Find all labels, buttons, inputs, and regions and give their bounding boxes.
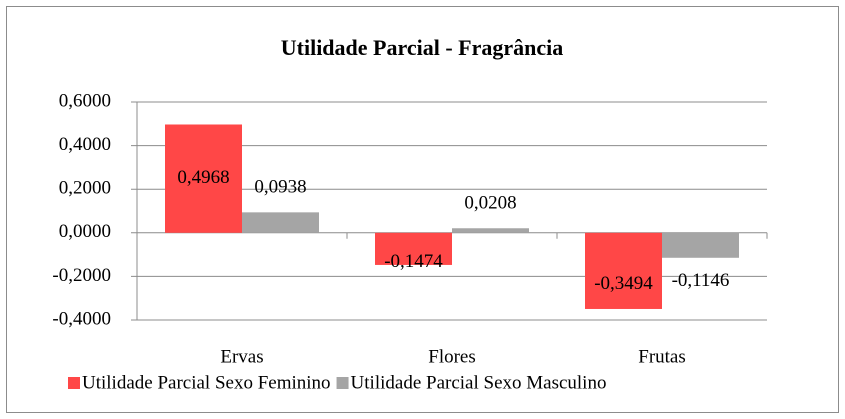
data-label: 0,0938 bbox=[254, 177, 306, 198]
x-tick-label: Flores bbox=[428, 346, 476, 367]
data-label: -0,1474 bbox=[384, 251, 443, 272]
y-tick-label: 0,6000 bbox=[59, 90, 111, 111]
data-label: -0,3494 bbox=[594, 273, 653, 294]
y-tick-label: 0,2000 bbox=[59, 178, 111, 199]
x-tick-label: Ervas bbox=[220, 346, 263, 367]
bar bbox=[165, 124, 242, 233]
legend-label: Utilidade Parcial Sexo Masculino bbox=[351, 372, 607, 393]
y-tick-label: 0,4000 bbox=[59, 134, 111, 155]
bar bbox=[662, 232, 739, 258]
bar bbox=[452, 228, 529, 233]
data-label: 0,4968 bbox=[177, 167, 229, 188]
y-tick-label: -0,2000 bbox=[52, 265, 111, 286]
legend-label: Utilidade Parcial Sexo Feminino bbox=[82, 372, 331, 393]
y-tick-label: 0,0000 bbox=[59, 221, 111, 242]
bar bbox=[375, 232, 452, 265]
legend-swatch bbox=[336, 377, 349, 389]
y-tick-label: -0,4000 bbox=[52, 308, 111, 329]
x-tick-label: Frutas bbox=[638, 346, 686, 367]
legend-swatch bbox=[68, 377, 80, 389]
bar bbox=[585, 232, 662, 309]
chart-title: Utilidade Parcial - Fragrância bbox=[281, 35, 564, 60]
chart-border bbox=[6, 6, 839, 413]
bar bbox=[242, 212, 319, 233]
data-label: -0,1146 bbox=[672, 270, 730, 291]
data-label: 0,0208 bbox=[464, 193, 516, 214]
